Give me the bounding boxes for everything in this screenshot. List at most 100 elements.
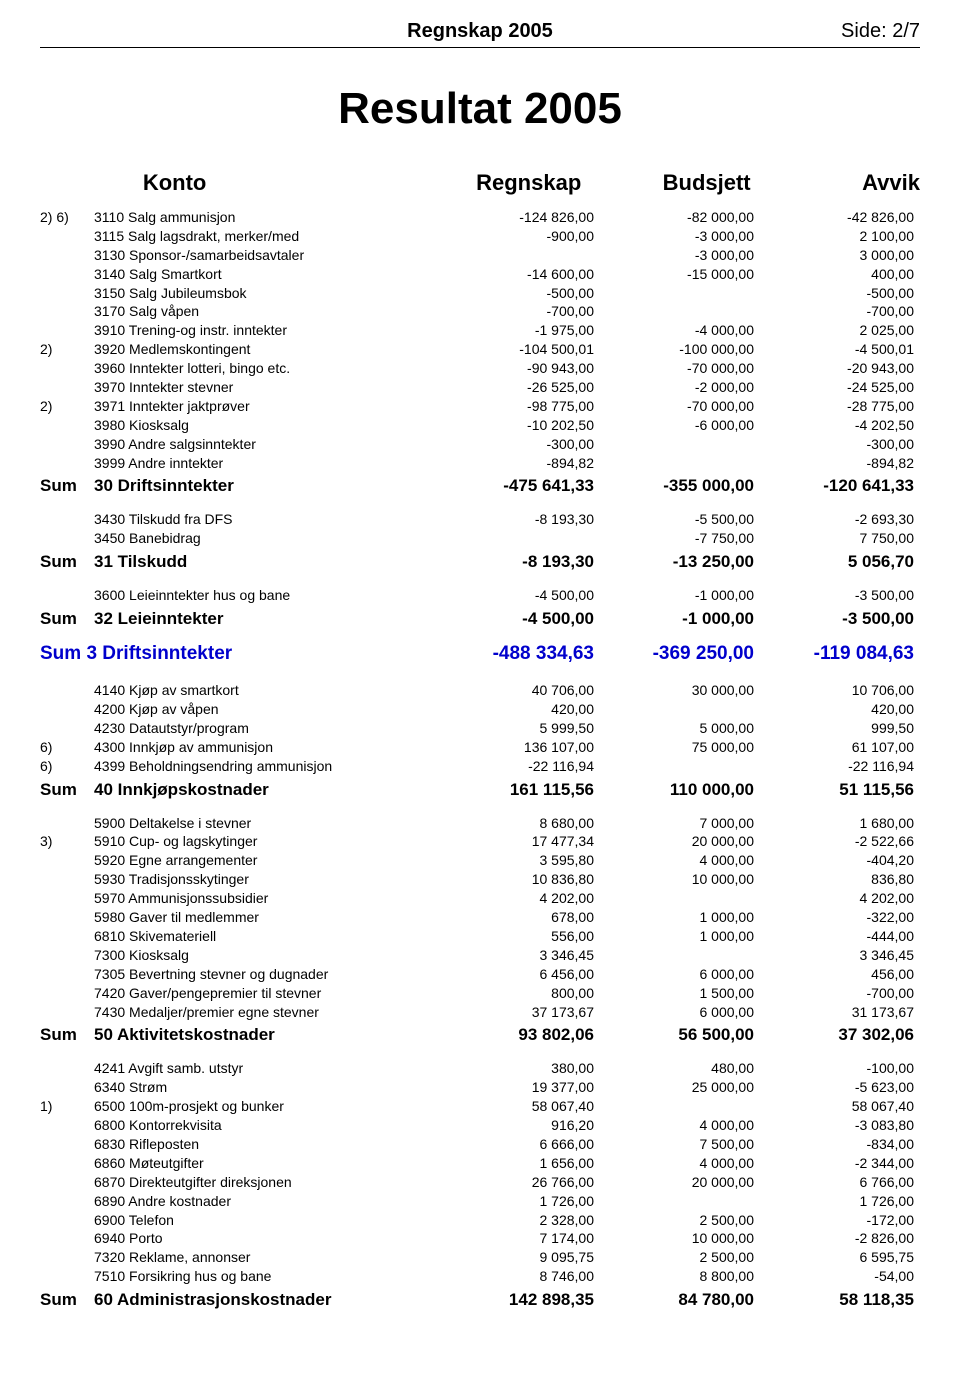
sum-avvik: 51 115,56	[754, 780, 914, 800]
sum-word: Sum	[40, 1290, 94, 1310]
row-account: 4140 Kjøp av smartkort	[94, 681, 434, 700]
sum-word: Sum	[40, 1025, 94, 1045]
row-note	[40, 1154, 94, 1173]
table-row: 3970 Inntekter stevner-26 525,00-2 000,0…	[40, 378, 920, 397]
row-regnskap: 9 095,75	[434, 1248, 594, 1267]
row-note	[40, 870, 94, 889]
col-header-budsjett: Budsjett	[581, 170, 750, 196]
row-account: 7510 Forsikring hus og bane	[94, 1267, 434, 1286]
row-note	[40, 719, 94, 738]
col-header-konto: Konto	[91, 170, 412, 196]
row-account: 3970 Inntekter stevner	[94, 378, 434, 397]
row-note	[40, 321, 94, 340]
table-row: 6340 Strøm19 377,0025 000,00-5 623,00	[40, 1078, 920, 1097]
row-budsjett	[594, 757, 754, 776]
row-budsjett: -6 000,00	[594, 416, 754, 435]
sum-label: 31 Tilskudd	[94, 552, 434, 572]
row-account: 4241 Avgift samb. utstyr	[94, 1059, 434, 1078]
row-budsjett	[594, 454, 754, 473]
row-budsjett: -70 000,00	[594, 359, 754, 378]
row-budsjett	[594, 1097, 754, 1116]
row-regnskap: 678,00	[434, 908, 594, 927]
row-regnskap: -500,00	[434, 284, 594, 303]
group-sum-avvik: -119 084,63	[754, 643, 914, 665]
row-budsjett: 4 000,00	[594, 1154, 754, 1173]
row-note	[40, 946, 94, 965]
row-avvik: -4 500,01	[754, 340, 914, 359]
sum-label: 60 Administrasjonskostnader	[94, 1290, 434, 1310]
sum-label: 30 Driftsinntekter	[94, 476, 434, 496]
sections-block-2: 4140 Kjøp av smartkort40 706,0030 000,00…	[40, 681, 920, 1310]
row-regnskap: 3 595,80	[434, 851, 594, 870]
row-note	[40, 965, 94, 984]
row-regnskap: -4 500,00	[434, 586, 594, 605]
group-sum-label: Sum 3 Driftsinntekter	[40, 643, 434, 665]
row-note: 2)	[40, 397, 94, 416]
row-avvik: -404,20	[754, 851, 914, 870]
row-account: 4200 Kjøp av våpen	[94, 700, 434, 719]
table-row: 5930 Tradisjonsskytinger10 836,8010 000,…	[40, 870, 920, 889]
row-account: 3920 Medlemskontingent	[94, 340, 434, 359]
row-note	[40, 378, 94, 397]
row-account: 3110 Salg ammunisjon	[94, 208, 434, 227]
row-note	[40, 700, 94, 719]
row-note: 2)	[40, 340, 94, 359]
row-note	[40, 265, 94, 284]
table-row: 5980 Gaver til medlemmer678,001 000,00-3…	[40, 908, 920, 927]
page-header: Regnskap 2005 Side: 2/7	[40, 20, 920, 48]
row-account: 6810 Skivemateriell	[94, 927, 434, 946]
row-note	[40, 889, 94, 908]
table-row: 3)5910 Cup- og lagskytinger17 477,3420 0…	[40, 832, 920, 851]
row-note	[40, 1267, 94, 1286]
row-account: 5970 Ammunisjonssubsidier	[94, 889, 434, 908]
report-title: Resultat 2005	[40, 84, 920, 134]
row-budsjett: 2 500,00	[594, 1248, 754, 1267]
row-avvik: -894,82	[754, 454, 914, 473]
row-budsjett: 5 000,00	[594, 719, 754, 738]
row-avvik: -300,00	[754, 435, 914, 454]
row-account: 6340 Strøm	[94, 1078, 434, 1097]
row-regnskap: -104 500,01	[434, 340, 594, 359]
section-sum-row: Sum40 Innkjøpskostnader161 115,56110 000…	[40, 780, 920, 800]
sum-word: Sum	[40, 476, 94, 496]
table-row: 6810 Skivemateriell556,001 000,00-444,00	[40, 927, 920, 946]
row-account: 5910 Cup- og lagskytinger	[94, 832, 434, 851]
sum-avvik: -120 641,33	[754, 476, 914, 496]
table-row: 3140 Salg Smartkort-14 600,00-15 000,004…	[40, 265, 920, 284]
row-avvik: -3 500,00	[754, 586, 914, 605]
row-note: 6)	[40, 757, 94, 776]
row-account: 5980 Gaver til medlemmer	[94, 908, 434, 927]
row-account: 4230 Datautstyr/program	[94, 719, 434, 738]
row-account: 3971 Inntekter jaktprøver	[94, 397, 434, 416]
table-row: 2)3971 Inntekter jaktprøver-98 775,00-70…	[40, 397, 920, 416]
header-title: Regnskap 2005	[407, 20, 553, 43]
row-regnskap: 10 836,80	[434, 870, 594, 889]
row-regnskap: 4 202,00	[434, 889, 594, 908]
row-budsjett: 1 500,00	[594, 984, 754, 1003]
section-sum-row: Sum31 Tilskudd-8 193,30-13 250,005 056,7…	[40, 552, 920, 572]
row-account: 6900 Telefon	[94, 1211, 434, 1230]
row-note	[40, 1248, 94, 1267]
row-note	[40, 984, 94, 1003]
row-note	[40, 529, 94, 548]
row-note: 3)	[40, 832, 94, 851]
row-note: 2) 6)	[40, 208, 94, 227]
row-budsjett: -2 000,00	[594, 378, 754, 397]
row-note	[40, 1059, 94, 1078]
row-budsjett	[594, 946, 754, 965]
row-avvik: -20 943,00	[754, 359, 914, 378]
row-account: 7430 Medaljer/premier egne stevner	[94, 1003, 434, 1022]
table-row: 3960 Inntekter lotteri, bingo etc.-90 94…	[40, 359, 920, 378]
row-budsjett: 30 000,00	[594, 681, 754, 700]
row-regnskap: -26 525,00	[434, 378, 594, 397]
sum-regnskap: 161 115,56	[434, 780, 594, 800]
row-budsjett: -7 750,00	[594, 529, 754, 548]
row-regnskap: -700,00	[434, 302, 594, 321]
row-budsjett: 8 800,00	[594, 1267, 754, 1286]
row-avvik: -700,00	[754, 984, 914, 1003]
row-avvik: 400,00	[754, 265, 914, 284]
row-regnskap: 420,00	[434, 700, 594, 719]
row-avvik: 2 025,00	[754, 321, 914, 340]
row-account: 6830 Rifleposten	[94, 1135, 434, 1154]
row-budsjett: 10 000,00	[594, 1229, 754, 1248]
